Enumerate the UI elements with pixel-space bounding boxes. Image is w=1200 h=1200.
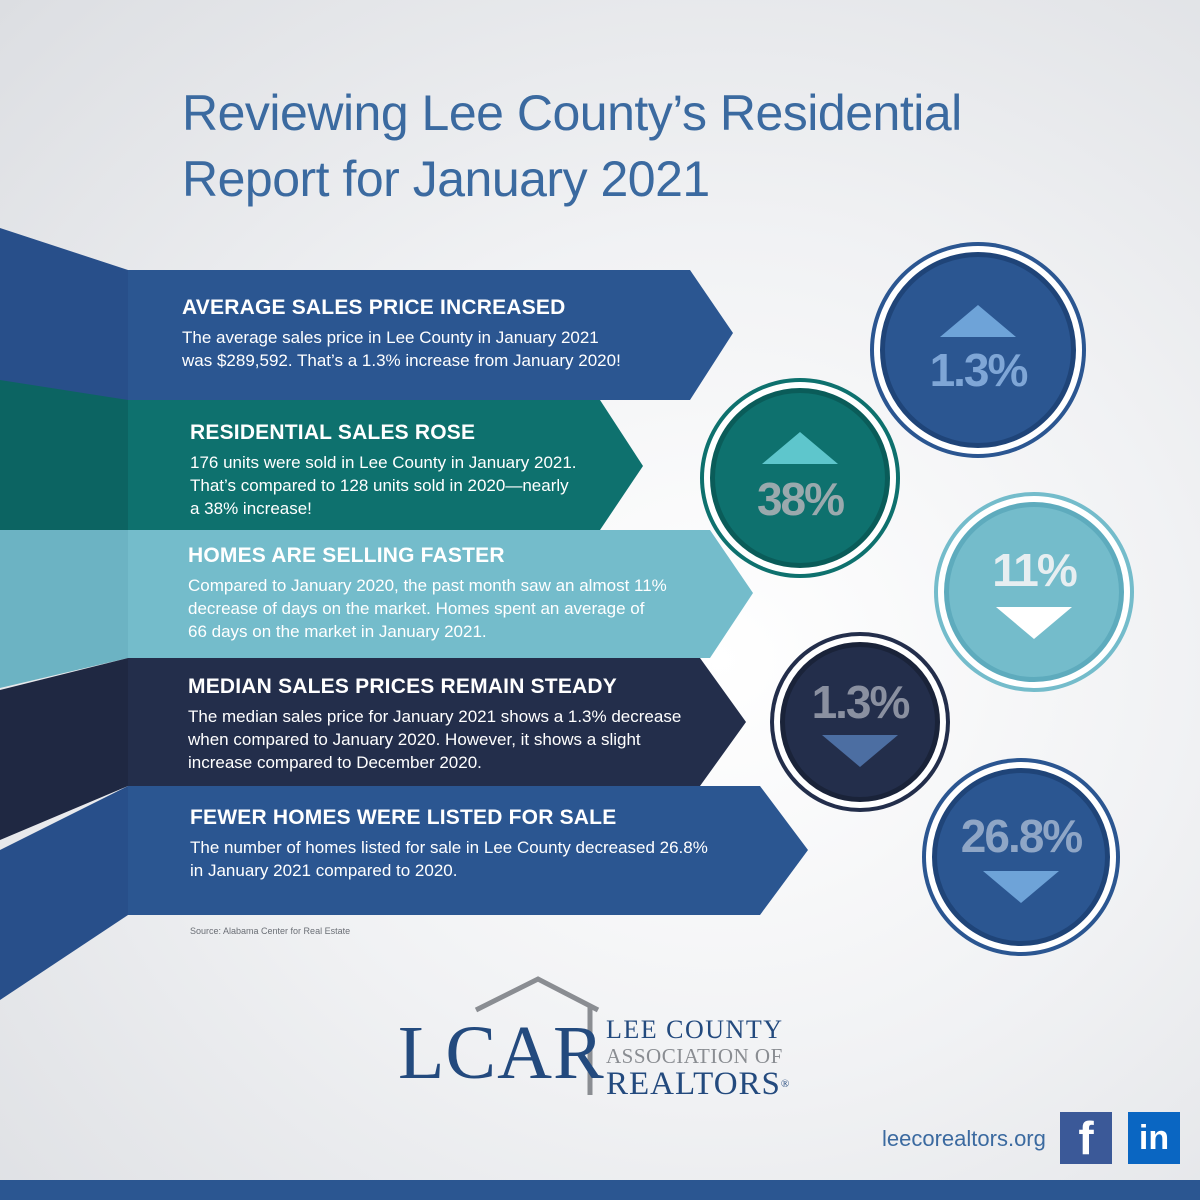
band-line: increase compared to December 2020. [188,753,482,772]
stat-circle-residential-sales: 38% [710,388,890,568]
band-homes-selling-faster: HOMES ARE SELLING FASTER Compared to Jan… [188,544,667,643]
registered-mark: ® [780,1078,791,1090]
title-line-2: Report for January 2021 [182,151,710,207]
logo-realtors: REALTORS [606,1066,781,1102]
band-heading: FEWER HOMES WERE LISTED FOR SALE [190,806,617,829]
band-fewer-homes-listed: FEWER HOMES WERE LISTED FOR SALE The num… [190,806,708,882]
stat-value: 38% [756,473,845,525]
band-heading: RESIDENTIAL SALES ROSE [190,421,476,444]
ribbon-tail-3 [0,530,128,688]
ribbon-tail-5 [0,786,128,1000]
down-arrow-icon [822,735,898,767]
band-line: 66 days on the market in January 2021. [188,622,487,641]
ribbon-band-1 [128,270,733,400]
stat-circle-average-price: 1.3% [880,252,1076,448]
up-arrow-icon [762,432,838,464]
logo-line-3: REALTORS® [606,1066,791,1102]
band-description: Compared to January 2020, the past month… [188,574,667,643]
band-heading: AVERAGE SALES PRICE INCREASED [182,296,566,319]
stat-circle-selling-faster: 11% [944,502,1124,682]
band-description: The average sales price in Lee County in… [182,326,621,372]
linkedin-icon[interactable]: in [1128,1112,1180,1164]
page-title: Reviewing Lee County’s Residential Repor… [182,80,1142,212]
stat-value: 1.3% [929,344,1029,396]
band-line: when compared to January 2020. However, … [188,730,641,749]
logo-line-1: LEE COUNTY [606,1015,784,1044]
band-line: in January 2021 compared to 2020. [190,861,458,880]
band-description: The median sales price for January 2021 … [188,705,681,774]
stat-circle-fewer-listed: 26.8% [932,768,1110,946]
band-line: The average sales price in Lee County in… [182,328,599,347]
band-median-sales-prices: MEDIAN SALES PRICES REMAIN STEADY The me… [188,675,681,774]
ribbon-band-5 [128,786,808,915]
ribbon-band-2 [128,400,643,530]
band-line: was $289,592. That’s a 1.3% increase fro… [182,351,621,370]
band-line: That’s compared to 128 units sold in 202… [190,476,569,495]
band-heading: MEDIAN SALES PRICES REMAIN STEADY [188,675,617,698]
website-link[interactable]: leecorealtors.org [882,1126,1046,1151]
down-arrow-icon [983,871,1059,903]
band-line: decrease of days on the market. Homes sp… [188,599,645,618]
stat-value: 1.3% [811,676,911,728]
lcar-logo: LCAR LEE COUNTY ASSOCIATION OF REALTORS® [398,975,818,1105]
ribbon-band-3 [128,530,753,658]
stat-circle-median-price: 1.3% [780,642,940,802]
band-average-sales-price: AVERAGE SALES PRICE INCREASED The averag… [182,296,621,372]
stat-value: 26.8% [960,810,1083,862]
band-line: The median sales price for January 2021 … [188,707,682,726]
band-description: 176 units were sold in Lee County in Jan… [190,451,577,520]
ribbon-tail-4 [0,658,128,840]
down-arrow-icon [996,607,1072,639]
band-heading: HOMES ARE SELLING FASTER [188,544,505,567]
logo-acronym: LCAR [398,1011,605,1095]
logo-wordmark: LEE COUNTY ASSOCIATION OF REALTORS® [606,1015,791,1102]
band-line: 176 units were sold in Lee County in Jan… [190,453,577,472]
house-roof-icon [474,976,600,1095]
title-line-1: Reviewing Lee County’s Residential [182,85,962,141]
up-arrow-icon [940,305,1016,337]
ribbon-tail-1 [0,228,128,400]
band-line: a 38% increase! [190,499,312,518]
stat-value: 11% [992,544,1078,596]
footer-bar [0,1180,1200,1200]
ribbon-band-4 [128,658,746,786]
source-note: Source: Alabama Center for Real Estate [190,926,351,936]
facebook-icon[interactable]: f [1060,1112,1112,1164]
band-line: Compared to January 2020, the past month… [188,576,667,595]
logo-line-2: ASSOCIATION OF [606,1044,783,1068]
band-line: The number of homes listed for sale in L… [190,838,708,857]
ribbon-tail-2 [0,380,128,545]
band-description: The number of homes listed for sale in L… [190,836,708,882]
band-residential-sales: RESIDENTIAL SALES ROSE 176 units were so… [190,421,577,520]
